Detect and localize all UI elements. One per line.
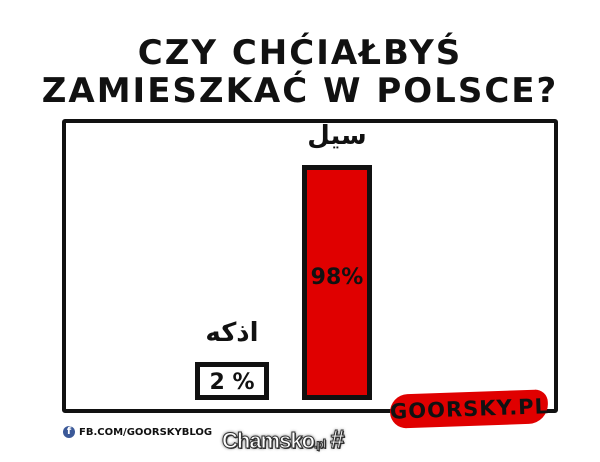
facebook-icon: f [63,426,75,438]
chamsko-watermark: Chamsko.pl # [221,424,345,455]
brand-text: GOORSKY.PL [389,394,550,424]
chart-frame [62,119,558,413]
bar-1: 98% [302,164,372,400]
bar-value-label: 2 % [209,370,255,395]
category-label: اذكه [205,318,259,348]
title-line-1: CZY CHĆIAŁBYŚ [137,33,463,73]
facebook-text: FB.COM/GOORSKYBLOG [79,426,213,438]
bar-value-label: 98% [310,265,364,291]
bar-0: 2 % [195,362,269,400]
facebook-link[interactable]: f FB.COM/GOORSKYBLOG [63,426,212,438]
goorsky-brand-badge[interactable]: GOORSKY.PL [389,389,550,429]
title-line-2: ZAMIESZKAĆ W POLSCE? [41,71,559,111]
category-label: سيل [307,120,367,151]
